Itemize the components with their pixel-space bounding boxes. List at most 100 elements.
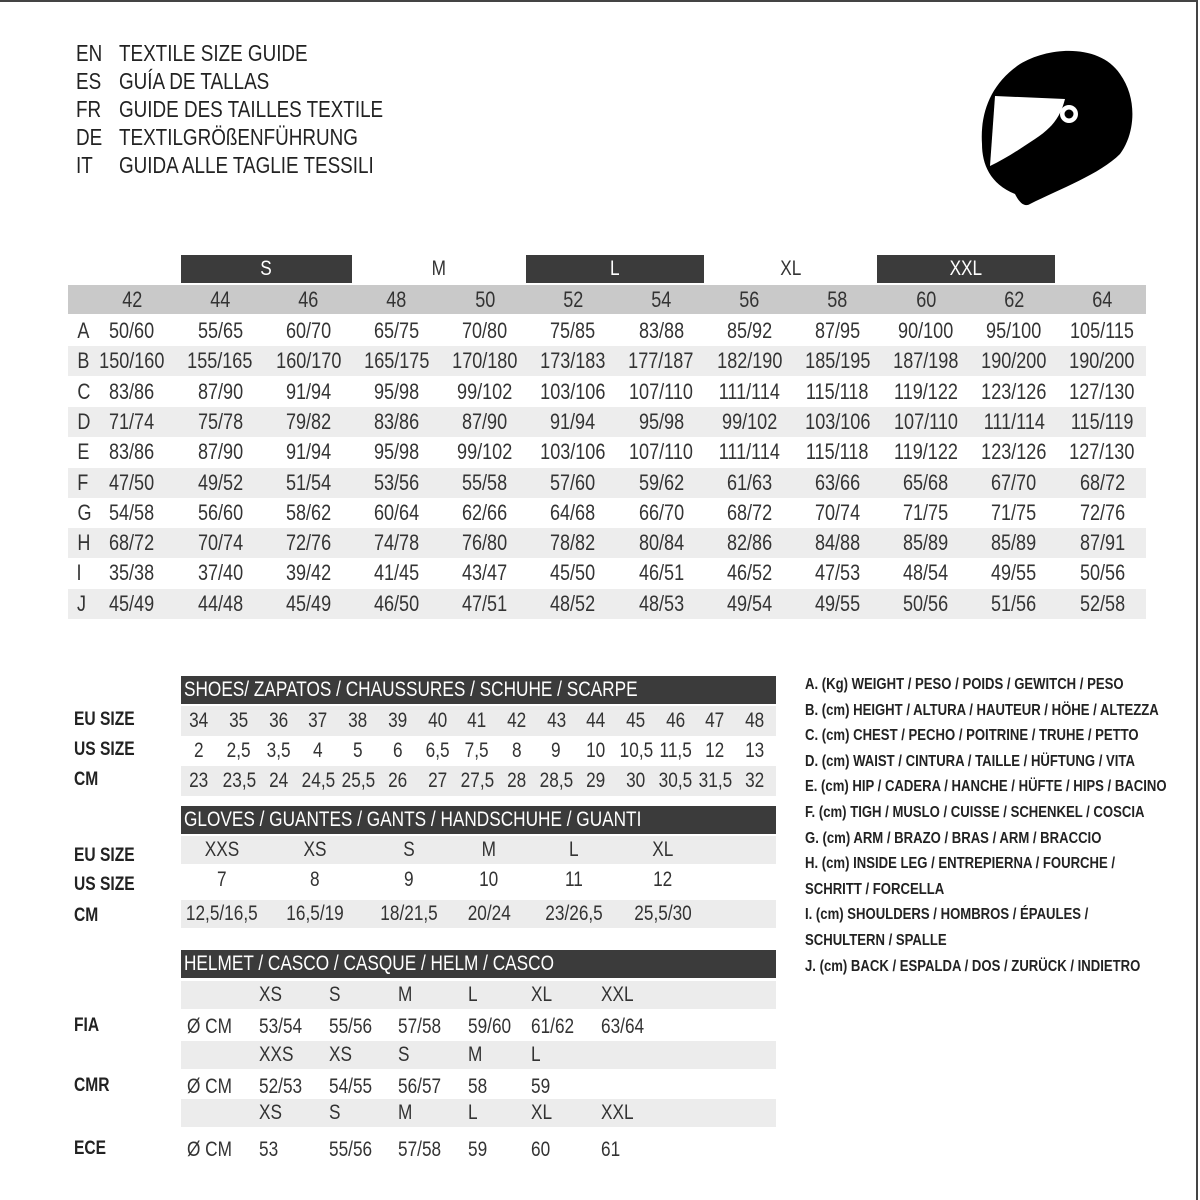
language-code: EN bbox=[76, 39, 108, 67]
table-cell: 10 bbox=[439, 866, 539, 894]
table-cell-text: 60/64 bbox=[374, 499, 420, 525]
table-cell-text: 155/165 bbox=[187, 348, 253, 374]
table-cell: 47/53 bbox=[794, 558, 882, 588]
table-cell: 91/94 bbox=[264, 437, 352, 467]
legend-item-text: C. (cm) CHEST / PECHO / POITRINE / TRUHE… bbox=[805, 727, 1139, 745]
table-cell-text: 64/68 bbox=[550, 499, 596, 525]
table-cell: 115/119 bbox=[1058, 407, 1146, 437]
table-cell-text: 43 bbox=[546, 709, 566, 732]
table-cell-text: 72/76 bbox=[1079, 499, 1125, 525]
size-cell-text: L bbox=[468, 1101, 478, 1124]
unit-cell-text: Ø CM bbox=[187, 1138, 232, 1161]
table-cell-text: 3,5 bbox=[266, 739, 291, 762]
table-cell-text: 75/78 bbox=[197, 408, 243, 434]
table-cell-text: 103/106 bbox=[540, 439, 606, 465]
eu-size-header: 48 bbox=[353, 285, 441, 314]
table-cell-text: 45/50 bbox=[550, 560, 596, 586]
table-cell-text: 53/56 bbox=[374, 469, 420, 495]
value-cell: 61 bbox=[601, 1134, 624, 1166]
table-cell-text: 50/56 bbox=[1079, 560, 1125, 586]
table-cell-text: 85/92 bbox=[726, 318, 772, 343]
size-cell: XXL bbox=[601, 1099, 641, 1127]
legend-item-text: J. (cm) BACK / ESPALDA / DOS / ZURÜCK / … bbox=[805, 957, 1141, 975]
table-cell-text: 99/102 bbox=[457, 439, 513, 465]
row-label-text: H bbox=[77, 530, 91, 556]
row-label: CM bbox=[74, 905, 104, 927]
value-cell: 59 bbox=[531, 1071, 554, 1103]
table-cell-text: XXS bbox=[204, 838, 240, 861]
size-band-xxl: XXL bbox=[877, 255, 1055, 283]
table-cell: 24,5 bbox=[298, 766, 338, 796]
table-cell: 12 bbox=[613, 866, 713, 894]
unit-cell: Ø CM bbox=[187, 1134, 242, 1166]
size-band-s-text: S bbox=[260, 257, 273, 280]
table-cell-text: 66/70 bbox=[638, 499, 684, 525]
table-cell-text: 71/75 bbox=[903, 499, 949, 525]
table-cell: 29 bbox=[576, 766, 616, 796]
table-cell: 74/78 bbox=[353, 528, 441, 558]
title-text-text: TEXTILE SIZE GUIDE bbox=[119, 40, 308, 66]
table-cell-text: 48 bbox=[745, 709, 765, 732]
table-row: 23 23,5 24 24,5 25,5 26 27 27,5 28 28,5 29 30 30,5 31… bbox=[181, 766, 776, 796]
table-cell-text: 150/160 bbox=[99, 348, 165, 374]
table-cell-text: 41/45 bbox=[374, 560, 420, 586]
helmet-size-row: XS S M L XL XXL bbox=[181, 1099, 776, 1127]
row-label-text: G bbox=[77, 499, 92, 525]
standard-label-text: ECE bbox=[74, 1138, 107, 1159]
table-cell-text: 87/90 bbox=[197, 439, 243, 465]
table-cell: 32 bbox=[735, 766, 775, 796]
table-cell-text: 170/180 bbox=[452, 348, 518, 374]
table-cell: 51/56 bbox=[970, 589, 1058, 619]
eu-size-header: 44 bbox=[176, 285, 264, 314]
table-cell-text: 87/91 bbox=[1079, 530, 1125, 556]
table-cell-text: 44/48 bbox=[197, 590, 243, 616]
table-cell: 49/55 bbox=[794, 589, 882, 619]
helmet-size-row: XXS XS S M L bbox=[181, 1041, 776, 1069]
size-cell-text: S bbox=[329, 983, 341, 1006]
row-label: F bbox=[76, 468, 89, 498]
table-cell-text: 44 bbox=[586, 709, 606, 732]
table-cell-text: 107/110 bbox=[893, 408, 958, 434]
table-cell: 61/63 bbox=[705, 468, 793, 498]
table-cell-text: 47/50 bbox=[109, 469, 155, 495]
table-cell-text: 49/52 bbox=[197, 469, 243, 495]
table-cell-text: 83/88 bbox=[638, 318, 684, 343]
helmet-value-row: Ø CM 53/54 55/56 57/58 59/60 61/62 63/64 bbox=[181, 1011, 776, 1043]
table-cell-text: 115/118 bbox=[806, 378, 869, 404]
table-cell: 35 bbox=[219, 706, 259, 736]
table-cell: 66/70 bbox=[617, 498, 705, 528]
table-cell-text: 79/82 bbox=[285, 408, 331, 434]
table-cell-text: 59/62 bbox=[638, 469, 684, 495]
table-row: H 68/72 70/74 72/76 74/78 76/80 78/82 80/84 82/8… bbox=[68, 528, 1146, 559]
table-cell: 95/98 bbox=[353, 437, 441, 467]
table-cell: 7 bbox=[172, 866, 272, 894]
table-cell: 67/70 bbox=[970, 468, 1058, 498]
table-row: I 35/38 37/40 39/42 41/45 43/47 45/50 46/51 46/5… bbox=[68, 558, 1146, 588]
legend-item: J. (cm) BACK / ESPALDA / DOS / ZURÜCK / … bbox=[805, 957, 1200, 977]
table-cell: 9 bbox=[536, 736, 576, 766]
legend-item-text: SCHRITT / FORCELLA bbox=[805, 880, 945, 898]
table-cell-text: 70/80 bbox=[462, 318, 508, 343]
size-cell: L bbox=[468, 981, 480, 1009]
table-cell-text: 24 bbox=[268, 769, 288, 792]
table-cell: 111/114 bbox=[705, 437, 793, 467]
legend-item-text: F. (cm) TIGH / MUSLO / CUISSE / SCHENKEL… bbox=[805, 804, 1145, 821]
table-cell-text: 13 bbox=[745, 739, 765, 762]
value-cell-text: 59/60 bbox=[468, 1015, 512, 1038]
row-label: D bbox=[76, 407, 92, 437]
table-cell-text: 38 bbox=[348, 709, 368, 732]
eu-size-header: 54 bbox=[617, 285, 705, 314]
language-code-text: ES bbox=[76, 68, 102, 94]
language-code-text: IT bbox=[76, 152, 93, 178]
table-cell: 107/110 bbox=[617, 437, 705, 467]
table-cell: 40 bbox=[417, 706, 457, 736]
table-cell: 55/58 bbox=[441, 468, 529, 498]
table-row: G 54/58 56/60 58/62 60/64 62/66 64/68 66/70 68/7… bbox=[68, 498, 1146, 528]
table-cell-text: 23,5 bbox=[222, 769, 256, 792]
table-cell: 8 bbox=[497, 736, 537, 766]
table-cell: 3,5 bbox=[258, 736, 298, 766]
row-label-text: I bbox=[76, 560, 82, 586]
table-cell-text: 173/183 bbox=[540, 348, 606, 374]
table-cell-text: 57/60 bbox=[550, 469, 596, 495]
table-cell: 123/126 bbox=[970, 437, 1058, 467]
